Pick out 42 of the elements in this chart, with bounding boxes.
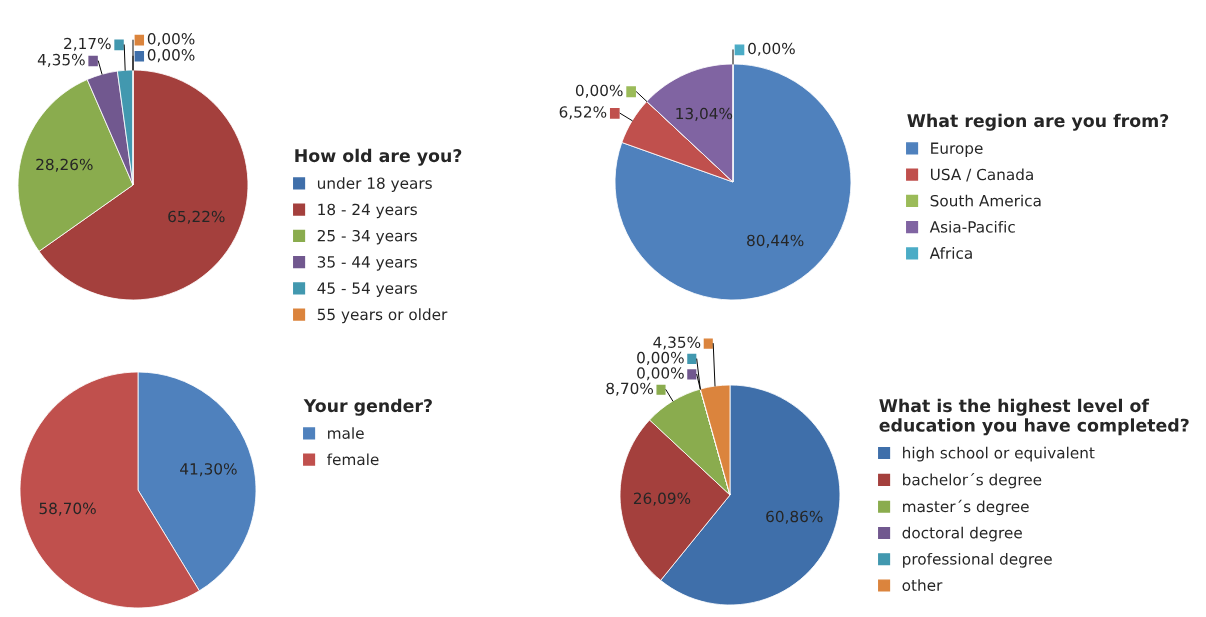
data-label: 26,09% [633,492,691,506]
legend-label: Asia-Pacific [929,220,1015,233]
text: 0,00% [147,32,195,47]
legend-label: doctoral degree [902,526,1022,542]
data-label: 65,22% [168,210,225,224]
data-label: 58,70% [39,502,96,516]
legend-label: Europe [931,142,983,157]
data-label: 8,70% [606,382,654,396]
legend-label: high school or equivalent [903,446,1095,462]
data-label: 4,35% [653,336,701,350]
legend-label: bachelor´s degree [903,472,1042,489]
legend-label: 35 - 44 years [317,256,417,271]
text: How old are you? [295,148,462,166]
legend-label: under 18 years [317,177,432,192]
data-label: 4,35% [37,53,85,67]
data-label: 60,86% [766,510,823,524]
text: What region are you from? [907,113,1169,131]
legend-label: female [327,453,379,466]
text: 0,00% [637,351,684,365]
text: 0,00% [637,367,684,381]
legend-label: male [328,427,364,439]
data-label: 2,17% [64,37,111,51]
text: 0,00% [147,49,195,63]
data-label: 28,26% [36,158,93,172]
data-label: 6,52% [559,106,607,120]
legend-label: 55 years or older [317,308,448,324]
legend-label: South America [930,194,1041,207]
text: What is the highest level of education you have completed? [879,398,1189,436]
legend-label: other [902,579,943,591]
text: 0,00% [748,42,795,56]
legend-label: master´s degree [903,499,1029,516]
legend-label: USA / Canada [930,168,1033,182]
legend-label: 18 - 24 years [318,203,417,219]
legend-label: professional degree [903,552,1052,568]
legend-label: 25 - 34 years [317,229,417,245]
data-label: 80,44% [747,234,804,248]
legend-label: Africa [929,247,972,259]
text: Your gender? [303,398,432,416]
legend-label: 45 - 54 years [317,282,417,297]
data-label: 13,04% [676,107,733,121]
text: 0,00% [575,84,623,98]
data-label: 41,30% [180,463,237,477]
